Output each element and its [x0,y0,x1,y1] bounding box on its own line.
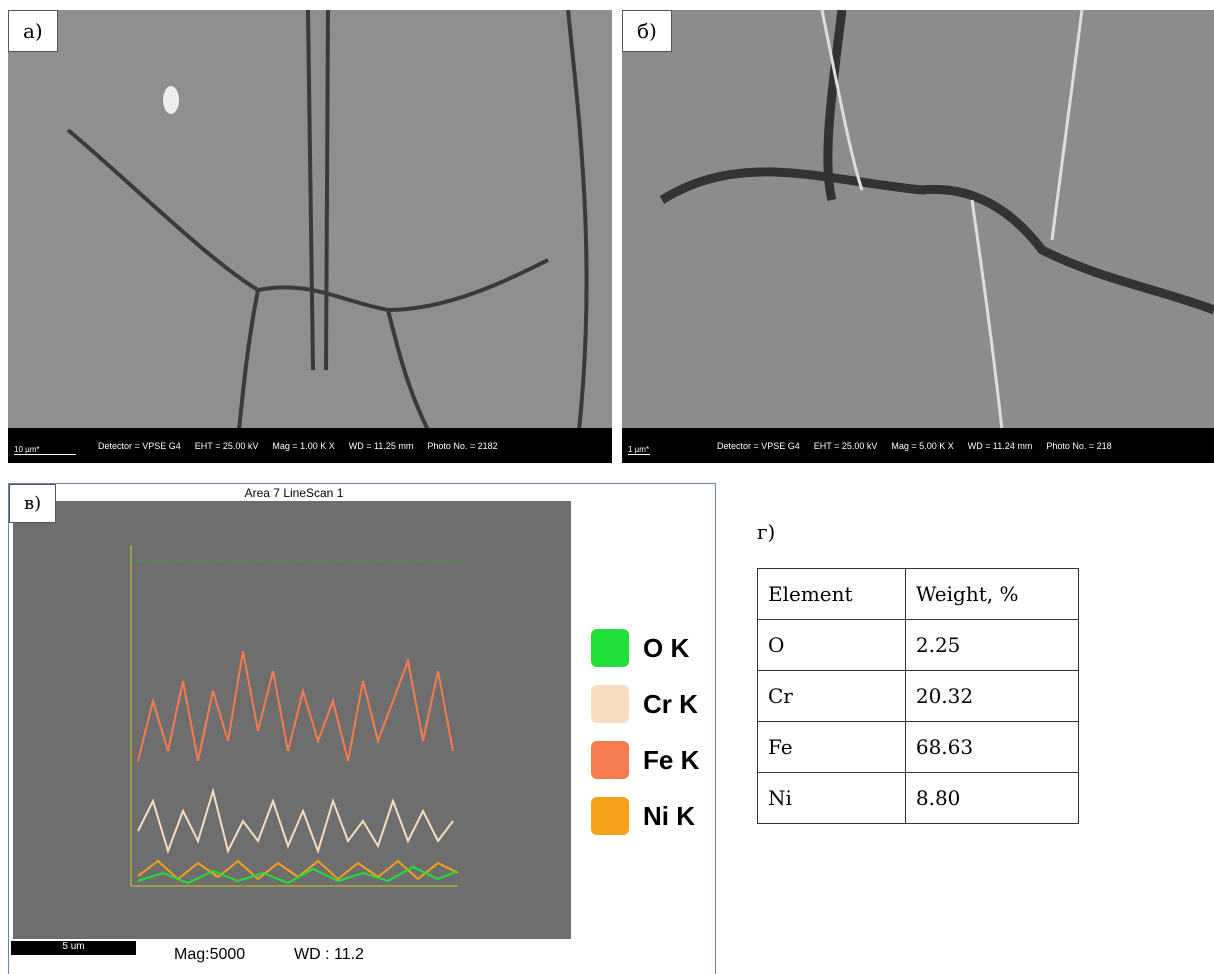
table-cell: Cr [758,671,906,722]
table-cell: 20.32 [905,671,1078,722]
legend-label: O K [643,633,689,664]
table-cell: 68.63 [905,722,1078,773]
sem-image-a: а) Detector = VPSE G4 EHT = 25.00 kV Mag =… [8,10,612,463]
info-text: EHT = 25.00 kV [195,441,259,451]
table-cell: 8.80 [905,773,1078,824]
legend-swatch [591,797,629,835]
wd-text: WD : 11.2 [294,946,364,964]
scale-bar: 1 µm* [628,445,650,455]
legend-item: O K [591,620,699,676]
panel-label: в) [9,484,56,523]
table-cell: Fe [758,722,906,773]
info-text: EHT = 25.00 kV [814,441,878,451]
info-text: WD = 11.25 mm [349,441,414,451]
legend-swatch [591,685,629,723]
table-header: Element [758,569,906,620]
linescan-overlay [13,501,571,939]
table-cell: O [758,620,906,671]
table-cell: 2.25 [905,620,1078,671]
linescan-image [13,501,571,939]
info-bar: Detector = VPSE G4 EHT = 25.00 kV Mag = 1.… [8,428,612,463]
texture [8,10,612,463]
page: а) Detector = VPSE G4 EHT = 25.00 kV Mag =… [0,0,1214,971]
linescan-panel: Area 7 LineScan 1 в) 5 um Mag:5000 WD : … [8,483,716,974]
panel-label: б) [622,10,672,52]
legend-item: Cr K [591,676,699,732]
scale-bar: 10 µm* [14,445,76,455]
legend-swatch [591,741,629,779]
legend-label: Ni K [643,801,695,832]
table-header: Weight, % [905,569,1078,620]
legend-item: Ni K [591,788,699,844]
panel-label: а) [8,10,58,52]
info-text: WD = 11.24 mm [968,441,1033,451]
legend-label: Cr K [643,689,698,720]
linescan-title: Area 7 LineScan 1 [9,486,579,500]
legend: O K Cr K Fe K Ni K [591,620,699,844]
info-text: Detector = VPSE G4 [717,441,800,451]
legend-swatch [591,629,629,667]
info-text: Mag = 5.00 K X [891,441,953,451]
scale-bar: 5 um [11,941,136,955]
table-cell: Ni [758,773,906,824]
info-text: Photo No. = 2182 [427,441,497,451]
info-text: Photo No. = 218 [1046,441,1111,451]
info-bar: Detector = VPSE G4 EHT = 25.00 kV Mag = 5.… [622,428,1214,463]
mag-text: Mag:5000 [174,946,245,964]
info-text: Mag = 1.00 K X [272,441,334,451]
legend-label: Fe K [643,745,699,776]
legend-item: Fe K [591,732,699,788]
sem-image-b: б) Detector = VPSE G4 EHT = 25.00 kV Mag =… [622,10,1214,463]
texture [622,10,1214,463]
panel-label: г) [757,520,775,544]
info-text: Detector = VPSE G4 [98,441,181,451]
